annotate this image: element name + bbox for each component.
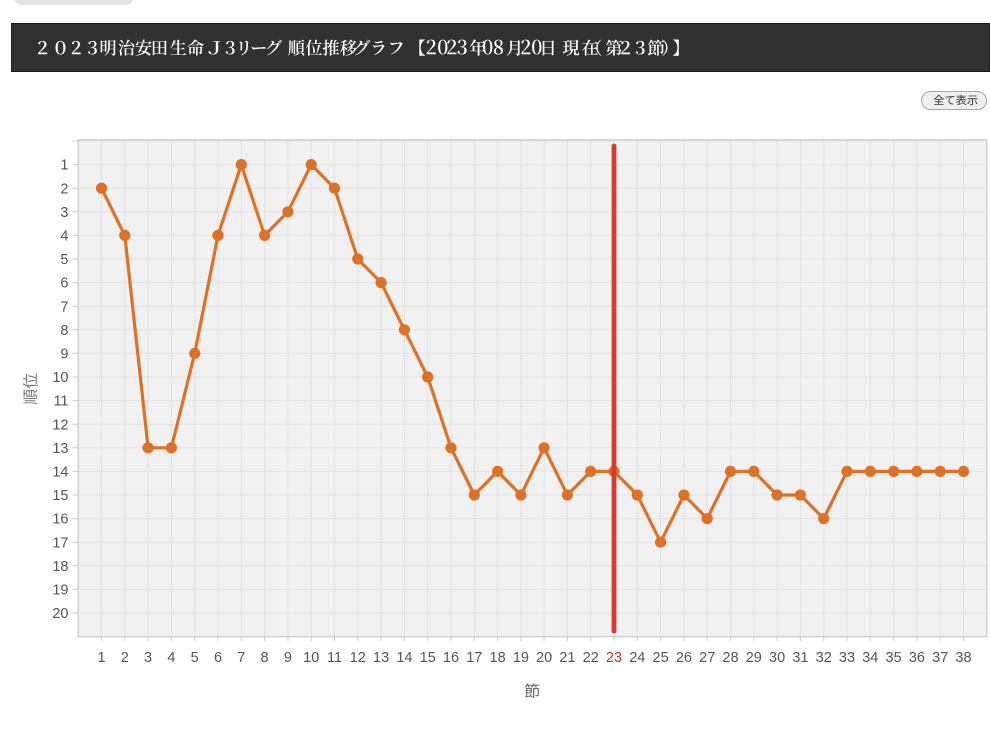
svg-text:5: 5 xyxy=(60,252,68,268)
svg-text:20: 20 xyxy=(52,606,68,622)
svg-text:19: 19 xyxy=(52,583,68,599)
svg-text:8: 8 xyxy=(261,650,269,666)
svg-text:36: 36 xyxy=(909,650,925,666)
svg-text:34: 34 xyxy=(862,650,878,666)
svg-text:26: 26 xyxy=(676,650,692,666)
svg-text:8: 8 xyxy=(60,323,68,339)
svg-text:22: 22 xyxy=(583,650,599,666)
svg-text:16: 16 xyxy=(443,650,459,666)
svg-text:5: 5 xyxy=(191,650,199,666)
svg-text:15: 15 xyxy=(52,488,68,504)
svg-text:27: 27 xyxy=(699,650,715,666)
svg-text:17: 17 xyxy=(466,650,482,666)
svg-text:32: 32 xyxy=(816,650,832,666)
svg-text:37: 37 xyxy=(932,650,948,666)
svg-text:12: 12 xyxy=(52,417,68,433)
svg-text:12: 12 xyxy=(350,650,366,666)
svg-text:9: 9 xyxy=(60,347,68,363)
svg-text:10: 10 xyxy=(303,650,319,666)
svg-text:29: 29 xyxy=(746,650,762,666)
svg-text:9: 9 xyxy=(284,650,292,666)
svg-text:16: 16 xyxy=(52,512,68,528)
svg-text:14: 14 xyxy=(52,465,68,481)
svg-text:1: 1 xyxy=(60,158,68,174)
svg-text:28: 28 xyxy=(722,650,738,666)
svg-text:10: 10 xyxy=(52,370,68,386)
svg-text:31: 31 xyxy=(792,650,808,666)
svg-text:35: 35 xyxy=(886,650,902,666)
svg-text:21: 21 xyxy=(559,650,575,666)
svg-text:7: 7 xyxy=(60,299,68,315)
svg-text:2: 2 xyxy=(121,650,129,666)
svg-text:18: 18 xyxy=(490,650,506,666)
svg-text:24: 24 xyxy=(629,650,645,666)
svg-text:4: 4 xyxy=(167,650,175,666)
svg-text:33: 33 xyxy=(839,650,855,666)
svg-text:30: 30 xyxy=(769,650,785,666)
svg-text:23: 23 xyxy=(606,650,622,666)
svg-text:15: 15 xyxy=(420,650,436,666)
svg-text:11: 11 xyxy=(327,650,342,666)
svg-text:3: 3 xyxy=(144,650,152,666)
svg-text:25: 25 xyxy=(653,650,669,666)
svg-text:13: 13 xyxy=(373,650,389,666)
svg-text:6: 6 xyxy=(214,650,222,666)
svg-text:2: 2 xyxy=(60,181,68,197)
svg-text:3: 3 xyxy=(60,205,68,221)
svg-text:17: 17 xyxy=(52,535,68,551)
svg-text:1: 1 xyxy=(97,650,105,666)
svg-text:6: 6 xyxy=(60,276,68,292)
svg-text:7: 7 xyxy=(237,650,245,666)
svg-text:14: 14 xyxy=(396,650,412,666)
svg-text:11: 11 xyxy=(53,394,68,410)
svg-text:19: 19 xyxy=(513,650,529,666)
svg-text:20: 20 xyxy=(536,650,552,666)
svg-text:38: 38 xyxy=(955,650,971,666)
svg-text:4: 4 xyxy=(60,229,68,245)
svg-text:13: 13 xyxy=(52,441,68,457)
svg-text:18: 18 xyxy=(52,559,68,575)
